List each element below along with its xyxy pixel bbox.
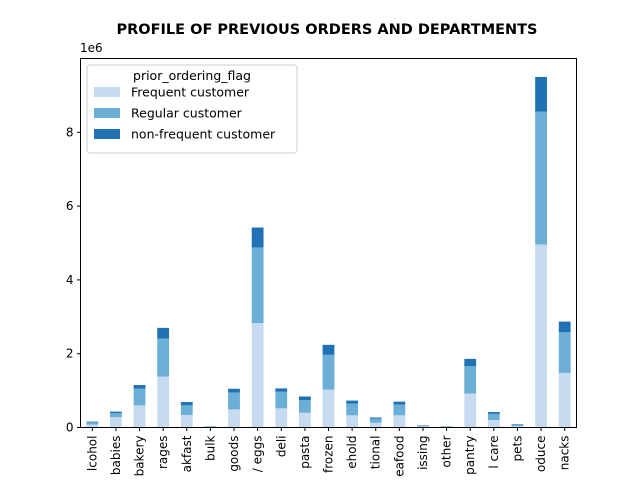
bar-segment-missing-series-1 bbox=[417, 425, 429, 427]
bar-segment-missing-series-0 bbox=[417, 426, 429, 428]
bar-segment-personal-care-series-2 bbox=[487, 412, 500, 414]
bar-segment-babies-series-2 bbox=[110, 411, 122, 414]
bar-segment-personal-care-series-1 bbox=[487, 413, 500, 421]
bar-segment-deli-series-1 bbox=[275, 391, 288, 409]
bar-segment-household-series-2 bbox=[346, 400, 359, 404]
y-tick-label: 0 bbox=[66, 421, 74, 435]
bar-segment-canned-goods-series-0 bbox=[228, 409, 240, 428]
bar-segment-deli-series-2 bbox=[275, 388, 288, 392]
bar-segment-international-series-1 bbox=[369, 418, 382, 423]
x-tick-label-breakfast: akfast bbox=[180, 435, 194, 472]
bar-segment-snacks-series-0 bbox=[558, 372, 571, 428]
bar-segment-dry-goods-pasta-series-0 bbox=[298, 412, 311, 428]
bar-segment-pets-series-0 bbox=[511, 426, 524, 428]
legend-title: prior_ordering_flag bbox=[133, 68, 251, 83]
x-tick-label-dairy-eggs: / eggs bbox=[251, 436, 265, 473]
y-tick-label: 6 bbox=[66, 199, 74, 213]
bar-segment-deli-series-0 bbox=[275, 408, 288, 428]
bar-segment-pantry-series-0 bbox=[464, 393, 477, 428]
bar-segment-pantry-series-2 bbox=[464, 358, 477, 367]
x-tick-label-alcohol: lcohol bbox=[85, 436, 99, 472]
x-tick-label-other: other bbox=[440, 435, 454, 467]
bar-segment-canned-goods-series-2 bbox=[228, 388, 240, 393]
y-tick-label: 8 bbox=[66, 125, 74, 139]
bar-segment-dairy-eggs-series-2 bbox=[251, 227, 264, 248]
bar-segment-international-series-0 bbox=[369, 422, 382, 428]
legend-swatch-0 bbox=[94, 87, 120, 97]
x-tick-label-bulk: bulk bbox=[203, 435, 217, 461]
legend-box bbox=[86, 64, 298, 154]
x-tick-label-beverages: rages bbox=[156, 436, 170, 470]
x-tick-label-missing: issing bbox=[416, 436, 430, 470]
bar-segment-meat-seafood-series-1 bbox=[393, 404, 406, 416]
bar-segment-alcohol-series-1 bbox=[86, 422, 99, 425]
bar-segment-household-series-1 bbox=[346, 403, 359, 416]
plot-frame bbox=[80, 58, 577, 428]
x-tick-label-deli: deli bbox=[274, 436, 288, 458]
bar-segment-canned-goods-series-1 bbox=[228, 392, 240, 410]
bar-segment-frozen-series-0 bbox=[322, 389, 335, 428]
bar-segment-dairy-eggs-series-1 bbox=[251, 247, 264, 324]
bar-segment-breakfast-series-1 bbox=[180, 405, 193, 415]
bar-segment-bakery-series-0 bbox=[133, 405, 146, 428]
bar-segment-bakery-series-2 bbox=[133, 385, 146, 389]
x-tick-label-international: tional bbox=[369, 436, 383, 470]
bar-segment-frozen-series-1 bbox=[322, 354, 335, 390]
x-tick-label-meat-seafood: eafood bbox=[392, 436, 406, 477]
bar-segment-meat-seafood-series-0 bbox=[393, 415, 406, 428]
bar-segment-beverages-series-0 bbox=[157, 376, 170, 428]
legend: prior_ordering_flag Frequent customer Reg… bbox=[86, 64, 298, 154]
bar-segment-breakfast-series-0 bbox=[180, 414, 193, 428]
y-tick-label: 2 bbox=[66, 347, 74, 361]
y-tick-label: 4 bbox=[66, 273, 74, 287]
bar-segment-beverages-series-2 bbox=[157, 327, 170, 339]
bar-segment-frozen-series-2 bbox=[322, 344, 335, 355]
bar-segment-breakfast-series-2 bbox=[180, 402, 193, 406]
x-tick-label-pets: pets bbox=[510, 436, 524, 462]
legend-entry-2: non-frequent customer bbox=[131, 127, 276, 142]
x-tick-label-household: ehold bbox=[345, 436, 359, 469]
x-tick-label-canned-goods: goods bbox=[227, 436, 241, 472]
legend-entry-0: Frequent customer bbox=[131, 85, 250, 100]
bar-segment-babies-series-0 bbox=[110, 417, 122, 428]
legend-swatch-1 bbox=[94, 108, 120, 118]
bar-segment-alcohol-series-2 bbox=[86, 421, 99, 423]
legend-entry-1: Regular customer bbox=[131, 106, 243, 121]
x-tick-label-babies: babies bbox=[109, 436, 123, 476]
bar-segment-household-series-0 bbox=[346, 415, 359, 428]
x-tick-label-bakery: bakery bbox=[133, 436, 147, 477]
bar-segment-international-series-2 bbox=[369, 417, 382, 419]
x-tick-label-personal-care: l care bbox=[487, 436, 501, 469]
x-tick-label-frozen: frozen bbox=[322, 436, 336, 474]
bar-segment-snacks-series-2 bbox=[558, 321, 571, 333]
chart-title: PROFILE OF PREVIOUS ORDERS AND DEPARTMEN… bbox=[117, 22, 538, 38]
bar-segment-produce-series-0 bbox=[535, 244, 547, 428]
y-axis-ticks: 0 2 4 6 8 bbox=[66, 125, 81, 435]
bar-segment-dairy-eggs-series-0 bbox=[251, 323, 264, 428]
bar-segment-personal-care-series-0 bbox=[487, 420, 500, 428]
bar-segment-produce-series-1 bbox=[535, 111, 547, 245]
bar-segment-produce-series-2 bbox=[535, 76, 547, 112]
bar-segment-pets-series-1 bbox=[511, 424, 524, 427]
bar-segment-alcohol-series-0 bbox=[86, 424, 99, 428]
bar-segment-meat-seafood-series-2 bbox=[393, 401, 406, 405]
bar-segment-pantry-series-1 bbox=[464, 366, 477, 394]
x-tick-label-pantry: pantry bbox=[463, 436, 477, 475]
bar-segment-babies-series-1 bbox=[110, 413, 122, 418]
bars-group bbox=[86, 76, 571, 428]
bar-segment-dry-goods-pasta-series-1 bbox=[298, 400, 311, 413]
legend-swatch-2 bbox=[94, 129, 120, 139]
bar-segment-dry-goods-pasta-series-2 bbox=[298, 396, 311, 401]
x-tick-label-snacks: nacks bbox=[558, 436, 572, 471]
y-multiplier-label: 1e6 bbox=[80, 41, 103, 55]
bar-segment-snacks-series-1 bbox=[558, 332, 571, 373]
bar-segment-beverages-series-1 bbox=[157, 338, 170, 377]
x-tick-label-dry-goods-pasta: pasta bbox=[298, 436, 312, 469]
x-tick-label-produce: oduce bbox=[534, 436, 548, 473]
bar-segment-bakery-series-1 bbox=[133, 388, 146, 406]
x-axis-ticks: lcohol babies bakery rages akfast bulk goods / … bbox=[85, 427, 572, 477]
